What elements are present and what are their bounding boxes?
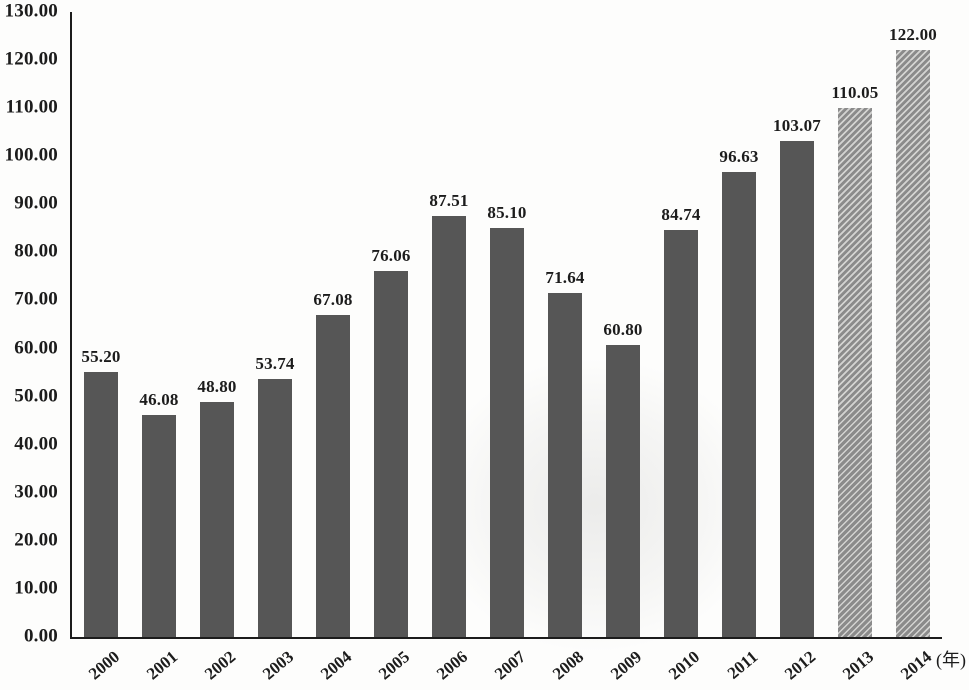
bar-2004 bbox=[316, 314, 350, 637]
bar-2003 bbox=[258, 378, 292, 637]
bar-value-label: 96.63 bbox=[719, 147, 759, 167]
bar-value-label: 48.80 bbox=[197, 377, 237, 397]
bar-2007 bbox=[490, 227, 524, 637]
bar-value-label: 67.08 bbox=[313, 289, 353, 309]
bar-value-label: 103.07 bbox=[773, 116, 821, 136]
x-axis-tick-label: 2006 bbox=[432, 647, 472, 684]
y-axis-tick-label: 80.00 bbox=[14, 240, 58, 262]
x-axis-tick-label: 2005 bbox=[374, 647, 414, 684]
y-axis-tick-label: 30.00 bbox=[14, 481, 58, 503]
bar-2009 bbox=[606, 344, 640, 637]
y-axis-labels: 0.00 10.00 20.00 30.00 40.00 50.00 60.00 70.00 8… bbox=[0, 1, 64, 647]
y-axis-tick-label: 90.00 bbox=[14, 192, 58, 214]
x-axis-unit-label: (年) bbox=[936, 650, 966, 670]
y-axis-tick-label: 70.00 bbox=[14, 289, 58, 311]
bar-value-label: 71.64 bbox=[545, 267, 585, 287]
bar-value-label: 53.74 bbox=[255, 353, 295, 373]
x-axis-tick-label: 2000 bbox=[84, 647, 124, 684]
bar-value-label: 85.10 bbox=[487, 202, 527, 222]
plot-area: 55.20 46.08 48.80 53.74 67.08 76.06 87.51 85.10… bbox=[70, 12, 942, 639]
x-axis-tick-label: 2013 bbox=[838, 647, 878, 684]
x-axis-tick-label: 2002 bbox=[200, 647, 240, 684]
bar-value-label: 60.80 bbox=[603, 319, 643, 339]
x-axis-tick-label: 2004 bbox=[316, 647, 356, 684]
y-axis-tick-label: 110.00 bbox=[5, 96, 58, 118]
bar-2005 bbox=[374, 271, 408, 637]
bar-value-label: 55.20 bbox=[81, 346, 121, 366]
y-axis-tick-label: 130.00 bbox=[4, 0, 58, 22]
x-axis-tick-label: 2003 bbox=[258, 647, 298, 684]
bar-2010 bbox=[664, 229, 698, 637]
x-axis-tick-label: 2009 bbox=[606, 647, 646, 684]
x-axis-tick-label: 2007 bbox=[490, 647, 530, 684]
y-axis-tick-label: 0.00 bbox=[23, 625, 58, 647]
y-axis-tick-label: 100.00 bbox=[4, 144, 58, 166]
bar-2002 bbox=[200, 402, 234, 637]
y-axis-tick-label: 50.00 bbox=[14, 385, 58, 407]
y-axis-tick-label: 40.00 bbox=[14, 433, 58, 455]
x-axis-tick-label: 2010 bbox=[664, 647, 704, 684]
bar-2008 bbox=[548, 292, 582, 637]
x-axis-tick-label: 2012 bbox=[780, 647, 820, 684]
bar-2012 bbox=[780, 141, 814, 637]
bar-value-label: 46.08 bbox=[139, 390, 179, 410]
bar-value-label: 122.00 bbox=[889, 25, 937, 45]
bar-2011 bbox=[722, 172, 756, 637]
y-axis-tick-label: 60.00 bbox=[14, 337, 58, 359]
bar-value-label: 87.51 bbox=[429, 191, 469, 211]
bar-2000 bbox=[84, 371, 118, 637]
y-axis-tick-label: 120.00 bbox=[4, 48, 58, 70]
bar-2013 bbox=[838, 107, 872, 637]
bar-2006 bbox=[432, 216, 466, 637]
x-axis-tick-label: 2001 bbox=[142, 647, 182, 684]
bar-value-label: 110.05 bbox=[831, 82, 879, 102]
y-axis-tick-label: 10.00 bbox=[14, 577, 58, 599]
bar-2014 bbox=[896, 50, 930, 637]
x-axis-tick-label: 2008 bbox=[548, 647, 588, 684]
x-axis-tick-label: 2014 bbox=[896, 647, 936, 684]
x-axis-labels: 2000 2001 2002 2003 2004 2005 2006 2007 2008 2009… bbox=[70, 639, 940, 690]
bars: 55.20 46.08 48.80 53.74 67.08 76.06 87.51 85.10… bbox=[72, 12, 942, 637]
bar-2001 bbox=[142, 415, 176, 637]
y-axis-tick-label: 20.00 bbox=[14, 529, 58, 551]
x-axis-tick-label: 2011 bbox=[723, 647, 762, 683]
bar-value-label: 76.06 bbox=[371, 246, 411, 266]
bar-value-label: 84.74 bbox=[661, 204, 701, 224]
